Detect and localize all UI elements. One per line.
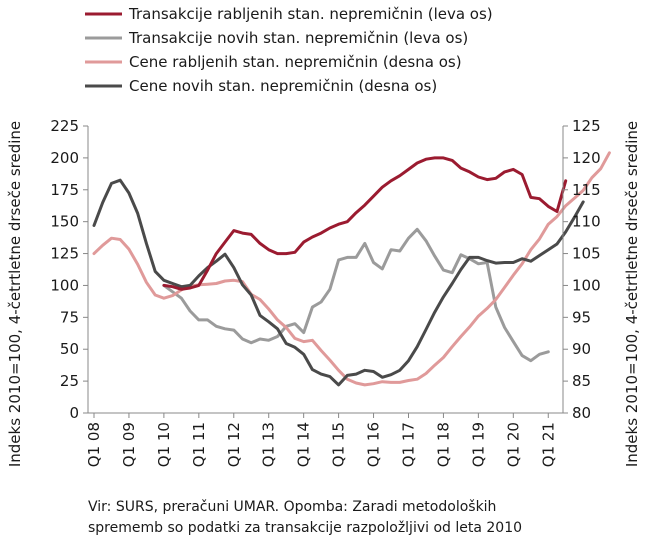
- series-line-3: [92, 151, 611, 387]
- left-tick-label: 175: [50, 181, 79, 199]
- series-line-2: [162, 227, 550, 363]
- left-tick-label: 0: [69, 404, 79, 422]
- source-note-line-1: Vir: SURS, preračuni UMAR. Opomba: Zarad…: [88, 499, 497, 515]
- x-tick-label: Q1 15: [330, 422, 348, 467]
- x-tick-label: Q1 09: [120, 422, 138, 467]
- line-chart: Transakcije rabljenih stan. nepremičnin …: [6, 5, 641, 467]
- legend: Transakcije rabljenih stan. nepremičnin …: [85, 5, 493, 95]
- right-tick-label: 90: [572, 340, 591, 358]
- x-tick-label: Q1 13: [260, 422, 278, 467]
- x-tick-label: Q1 14: [295, 422, 313, 467]
- right-tick-label: 105: [572, 245, 601, 263]
- x-tick-label: Q1 12: [225, 422, 243, 467]
- right-tick-label: 120: [572, 149, 601, 167]
- right-tick-label: 110: [572, 213, 601, 231]
- axes: 0 25 50 75 100 125 150 175 200 225 80 85 90 95 100 105…: [50, 117, 600, 467]
- right-tick-label: 80: [572, 404, 591, 422]
- x-tick-label: Q1 16: [365, 422, 383, 467]
- left-tick-label: 100: [50, 276, 79, 294]
- legend-label-3: Cene rabljenih stan. nepremičnin (desna …: [129, 53, 462, 71]
- legend-label-1: Transakcije rabljenih stan. nepremičnin …: [128, 5, 493, 23]
- x-tick-label: Q1 17: [399, 422, 417, 467]
- left-tick-label: 125: [50, 245, 79, 263]
- legend-label-2: Transakcije novih stan. nepremičnin (lev…: [128, 29, 468, 47]
- source-note-line-2: sprememb so podatki za transakcije razpo…: [88, 520, 523, 536]
- left-tick-label: 75: [60, 308, 79, 326]
- right-tick-label: 125: [572, 117, 601, 135]
- left-tick-label: 50: [60, 340, 79, 358]
- series-line-4: [92, 178, 585, 387]
- right-tick-label: 85: [572, 372, 591, 390]
- x-axis-ticks: Q1 08 Q1 09 Q1 10 Q1 11 Q1 12 Q1 13 Q1 14 Q1 15…: [85, 413, 557, 467]
- series-line-1: [162, 156, 568, 291]
- right-tick-label: 100: [572, 276, 601, 294]
- x-tick-label: Q1 21: [539, 422, 557, 467]
- x-tick-label: Q1 10: [155, 422, 173, 467]
- x-tick-label: Q1 11: [190, 422, 208, 467]
- left-tick-label: 150: [50, 213, 79, 231]
- x-tick-label: Q1 18: [434, 422, 452, 467]
- left-axis-ticks: 0 25 50 75 100 125 150 175 200 225: [50, 117, 88, 422]
- left-tick-label: 225: [50, 117, 79, 135]
- x-tick-label: Q1 08: [85, 422, 103, 467]
- legend-label-4: Cene novih stan. nepremičnin (desna os): [129, 77, 437, 95]
- right-axis-ticks: 80 85 90 95 100 105 110 115 120 125: [563, 117, 601, 422]
- x-tick-label: Q1 20: [504, 422, 522, 467]
- left-axis-title: Indeks 2010=100, 4-četrtletne drseče sre…: [6, 121, 24, 467]
- left-tick-label: 200: [50, 149, 79, 167]
- series-layer: [92, 151, 611, 387]
- left-tick-label: 25: [60, 372, 79, 390]
- right-tick-label: 95: [572, 308, 591, 326]
- source-note: Vir: SURS, preračuni UMAR. Opomba: Zarad…: [88, 497, 628, 539]
- x-tick-label: Q1 19: [469, 422, 487, 467]
- right-tick-label: 115: [572, 181, 601, 199]
- right-axis-title: Indeks 2010=100, 4-četrtletne drseče sre…: [623, 121, 641, 467]
